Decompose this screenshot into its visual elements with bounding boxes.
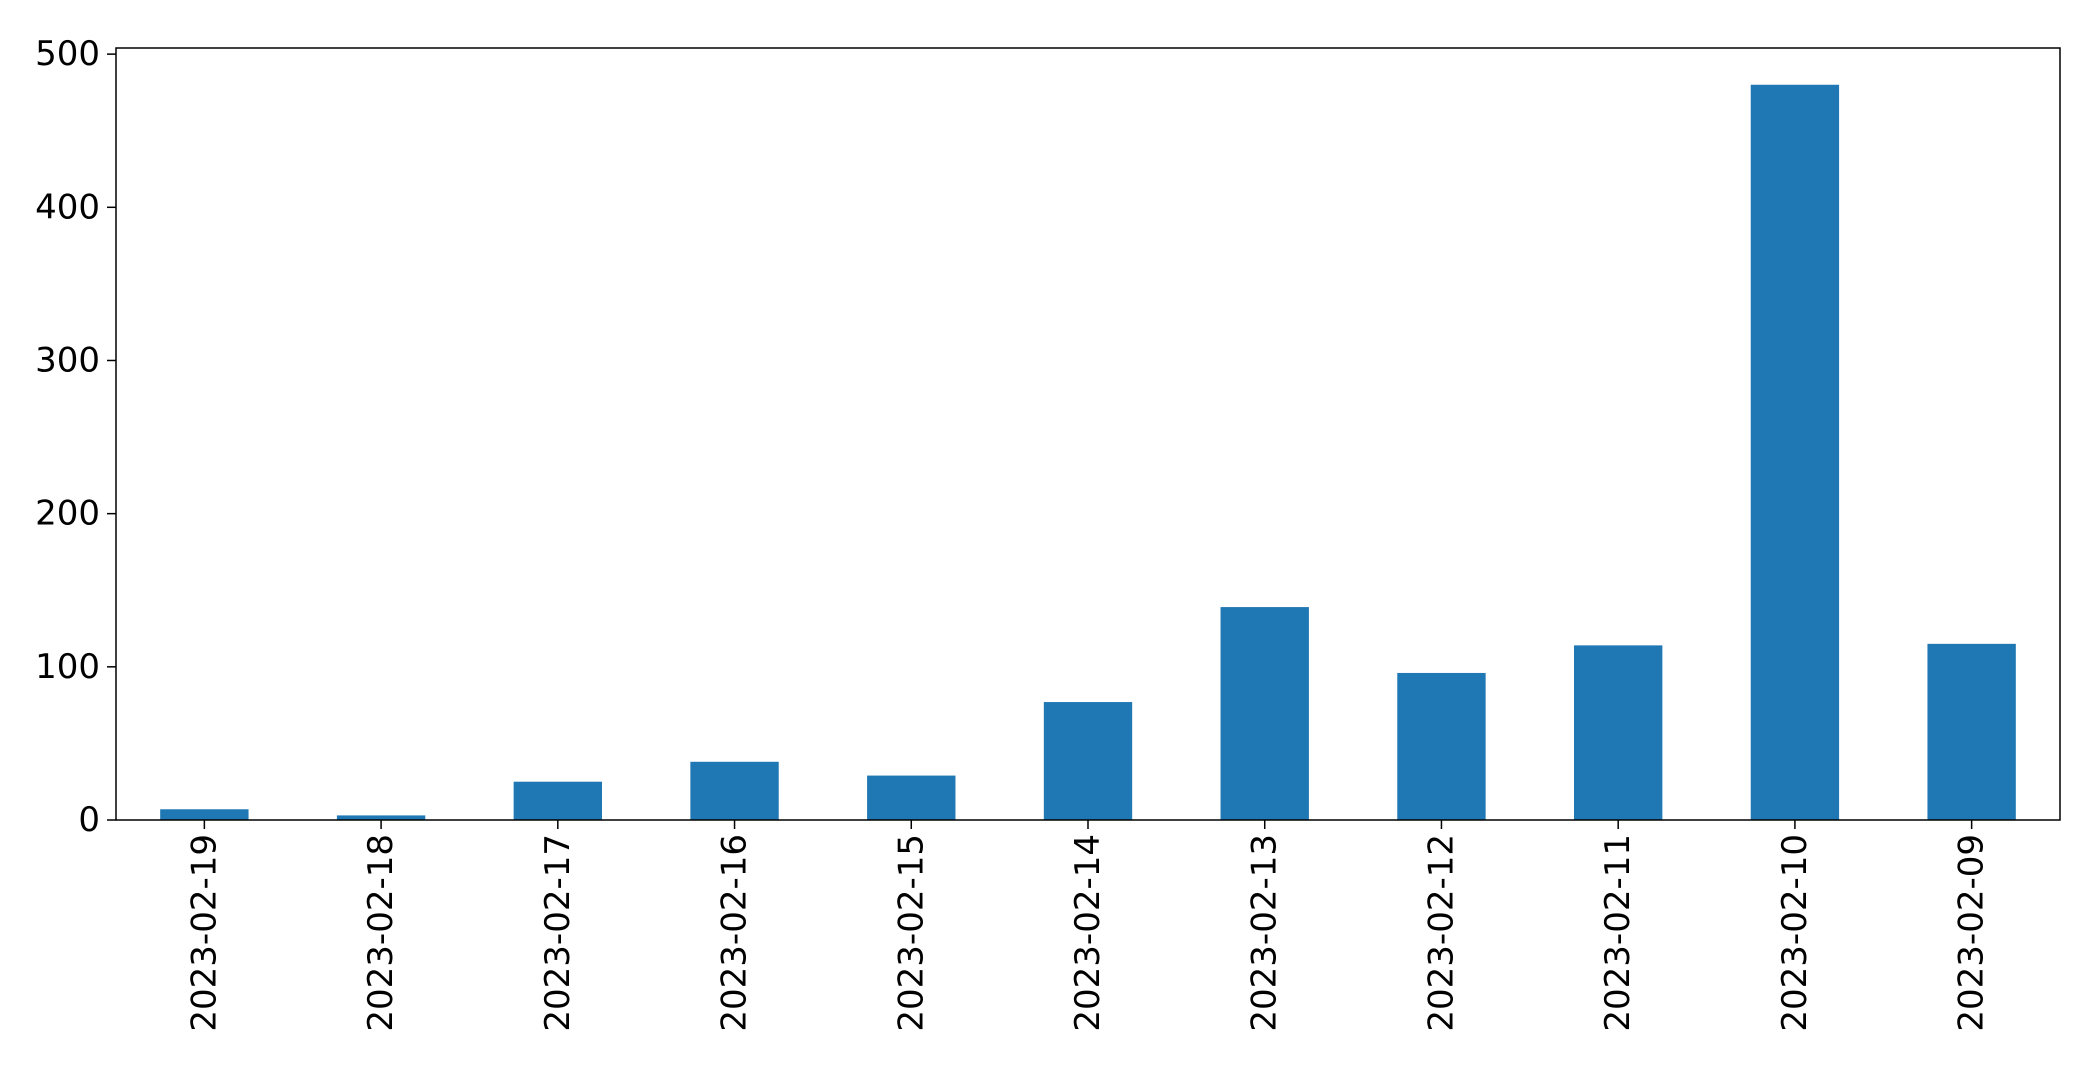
bar-2023-02-09: [1927, 643, 2016, 820]
y-tick-label: 100: [35, 647, 100, 687]
bar-2023-02-12: [1397, 672, 1486, 820]
bar-2023-02-13: [1220, 607, 1309, 820]
y-tick-label: 0: [78, 800, 100, 840]
x-tick-label: 2023-02-09: [1952, 834, 1992, 1032]
x-tick-label: 2023-02-12: [1421, 834, 1461, 1032]
bar-2023-02-16: [690, 761, 779, 820]
x-tick-label: 2023-02-10: [1775, 834, 1815, 1032]
bar-2023-02-19: [160, 809, 249, 820]
y-tick-label: 300: [35, 340, 100, 380]
y-tick-label: 500: [35, 34, 100, 74]
bar-2023-02-17: [513, 781, 602, 820]
bars-group: [160, 84, 2016, 820]
bar-2023-02-15: [867, 775, 956, 820]
y-tick-label: 400: [35, 187, 100, 227]
x-tick-label: 2023-02-16: [715, 834, 755, 1032]
x-tick-label: 2023-02-18: [361, 834, 401, 1032]
x-tick-label: 2023-02-17: [538, 834, 578, 1032]
y-axis: 0 100 200 300 400 500: [35, 34, 116, 840]
x-axis: 2023-02-19 2023-02-18 2023-02-17 2023-02-16…: [184, 820, 1992, 1032]
bar-2023-02-10: [1750, 84, 1840, 820]
bar-2023-02-14: [1043, 702, 1133, 820]
x-tick-label: 2023-02-19: [184, 834, 224, 1032]
x-tick-label: 2023-02-14: [1068, 834, 1108, 1032]
bar-2023-02-11: [1574, 645, 1663, 820]
bar-2023-02-18: [336, 815, 426, 820]
x-tick-label: 2023-02-13: [1245, 834, 1285, 1032]
plot-frame: [115, 47, 2061, 821]
y-tick-label: 200: [35, 494, 100, 534]
x-tick-label: 2023-02-11: [1598, 834, 1638, 1032]
x-tick-label: 2023-02-15: [891, 834, 931, 1032]
